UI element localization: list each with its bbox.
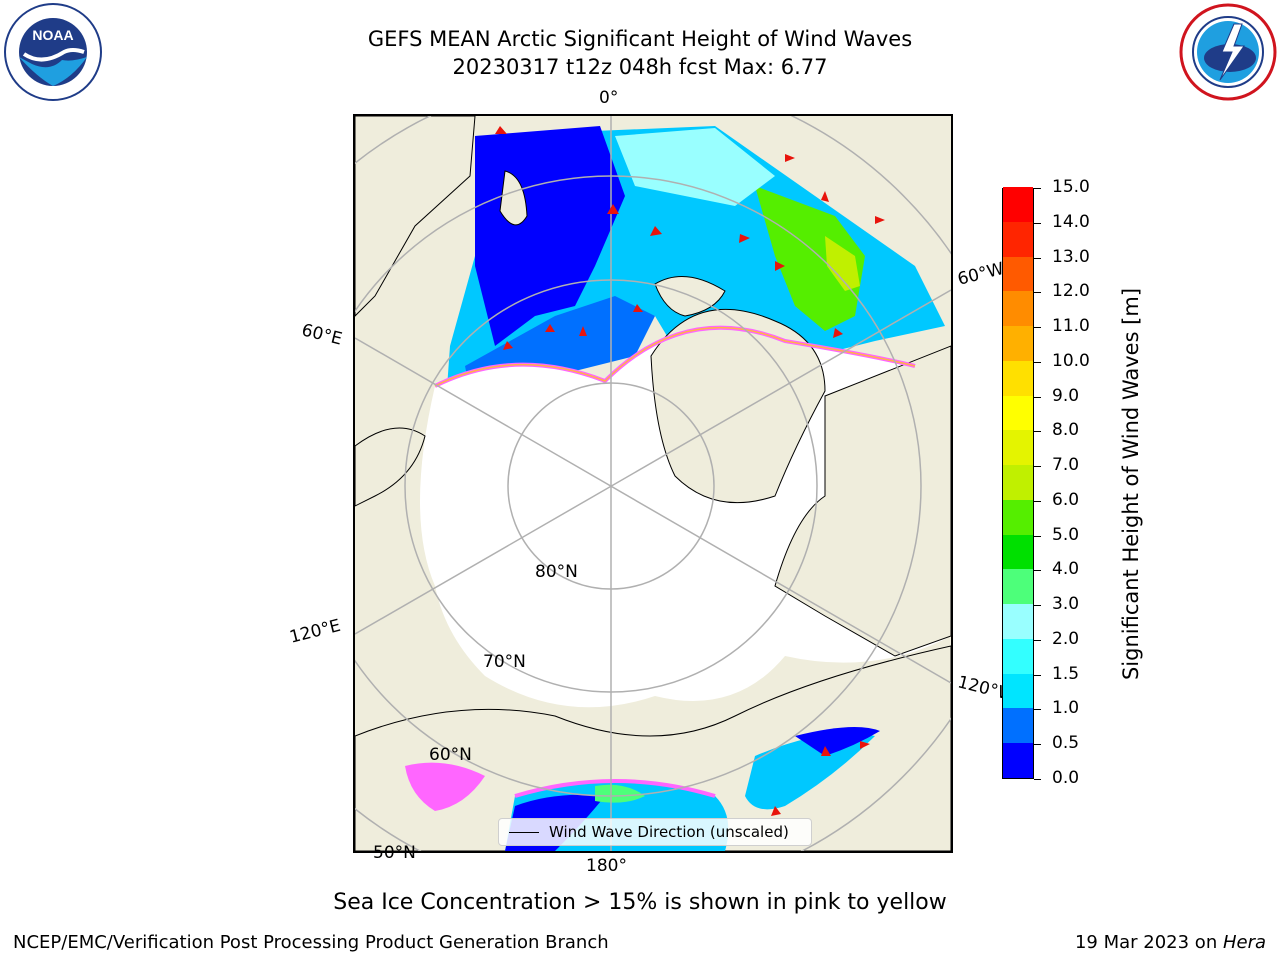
colorbar-tick-label: 1.0 xyxy=(1052,698,1080,719)
legend-line-swatch xyxy=(509,832,539,833)
colorbar-tick-label: 6.0 xyxy=(1052,489,1080,510)
colorbar-segment xyxy=(1003,603,1033,639)
colorbar-tick-mark xyxy=(1034,639,1041,641)
lat-label-70n: 70°N xyxy=(483,652,526,672)
colorbar-segment xyxy=(1003,638,1033,674)
colorbar-segment xyxy=(1003,360,1033,396)
colorbar-tick-label: 14.0 xyxy=(1052,211,1090,232)
colorbar-tick-mark xyxy=(1034,570,1041,572)
footer-date-text: 19 Mar 2023 on xyxy=(1074,932,1223,953)
colorbar-segment xyxy=(1003,534,1033,570)
colorbar-tick-label: 13.0 xyxy=(1052,246,1090,267)
colorbar-tick-label: 0.0 xyxy=(1052,768,1080,788)
lat-label-50n: 50°N xyxy=(373,843,416,863)
lon-label-0: 0° xyxy=(599,88,619,108)
chart-subtitle: 20230317 t12z 048h fcst Max: 6.77 xyxy=(452,55,828,79)
colorbar-tick-label: 4.0 xyxy=(1052,559,1080,580)
colorbar-tick-mark xyxy=(1034,779,1041,780)
colorbar-segment xyxy=(1003,708,1033,744)
colorbar-tick-label: 8.0 xyxy=(1052,420,1080,441)
polar-map: Wind Wave Direction (unscaled) xyxy=(353,114,953,853)
footer-date: 19 Mar 2023 on Hera xyxy=(1075,932,1266,953)
sea-ice-note: Sea Ice Concentration > 15% is shown in … xyxy=(333,890,947,915)
lon-label-60e: 60°E xyxy=(299,320,345,350)
colorbar-tick-label: 3.0 xyxy=(1052,594,1080,615)
colorbar-tick-mark xyxy=(1034,535,1041,537)
colorbar-segment xyxy=(1003,499,1033,535)
footer-credit: NCEP/EMC/Verification Post Processing Pr… xyxy=(13,932,609,953)
colorbar-tick-mark xyxy=(1034,292,1041,294)
colorbar-segment xyxy=(1003,290,1033,327)
colorbar-tick-mark xyxy=(1034,431,1041,433)
colorbar-segment xyxy=(1003,395,1033,431)
map-canvas xyxy=(355,116,951,851)
chart-title: GEFS MEAN Arctic Significant Height of W… xyxy=(367,27,913,51)
colorbar-tick-label: 5.0 xyxy=(1052,524,1080,545)
colorbar-tick-mark xyxy=(1034,605,1041,607)
colorbar-tick-mark xyxy=(1034,188,1041,189)
colorbar-tick-label: 2.0 xyxy=(1052,628,1080,649)
colorbar-tick-label: 11.0 xyxy=(1052,316,1090,337)
colorbar-tick-mark xyxy=(1034,396,1041,398)
colorbar-tick-label: 1.5 xyxy=(1052,663,1080,684)
lon-label-180: 180° xyxy=(586,856,627,876)
colorbar-tick-mark xyxy=(1034,466,1041,468)
colorbar-segment xyxy=(1003,256,1033,292)
colorbar-segment xyxy=(1003,325,1033,361)
footer-host: Hera xyxy=(1222,932,1266,953)
colorbar-tick-mark xyxy=(1034,327,1041,329)
colorbar-segment xyxy=(1003,742,1033,778)
colorbar-tick-label: 7.0 xyxy=(1052,455,1080,476)
noaa-logo: NOAA xyxy=(2,2,104,102)
lon-label-60w: 60°W xyxy=(955,258,1006,290)
colorbar-tick-label: 12.0 xyxy=(1052,281,1090,302)
colorbar-segment xyxy=(1003,186,1033,222)
colorbar-segment xyxy=(1003,429,1033,466)
colorbar-tick-mark xyxy=(1034,257,1041,259)
colorbar-segment xyxy=(1003,673,1033,709)
map-legend: Wind Wave Direction (unscaled) xyxy=(498,818,812,846)
colorbar xyxy=(1002,186,1034,779)
colorbar-tick-label: 15.0 xyxy=(1052,177,1090,197)
colorbar-segment xyxy=(1003,568,1033,605)
colorbar-segment xyxy=(1003,221,1033,257)
legend-label: Wind Wave Direction (unscaled) xyxy=(549,823,789,841)
noaa-logo-text: NOAA xyxy=(32,27,73,43)
colorbar-tick-label: 0.5 xyxy=(1052,733,1080,754)
colorbar-tick-mark xyxy=(1034,709,1041,711)
lon-label-120e: 120°E xyxy=(287,615,343,648)
colorbar-tick-label: 10.0 xyxy=(1052,350,1090,371)
colorbar-tick-mark xyxy=(1034,744,1041,746)
colorbar-tick-mark xyxy=(1034,674,1041,676)
colorbar-tick-mark xyxy=(1034,222,1041,224)
colorbar-tick-label: 9.0 xyxy=(1052,385,1080,406)
colorbar-title: Significant Height of Wind Waves [m] xyxy=(1119,287,1143,681)
colorbar-tick-mark xyxy=(1034,500,1041,502)
nws-logo xyxy=(1178,2,1278,102)
colorbar-segment xyxy=(1003,464,1033,500)
lat-label-60n: 60°N xyxy=(429,745,472,765)
lat-label-80n: 80°N xyxy=(535,562,578,582)
colorbar-tick-mark xyxy=(1034,361,1041,363)
